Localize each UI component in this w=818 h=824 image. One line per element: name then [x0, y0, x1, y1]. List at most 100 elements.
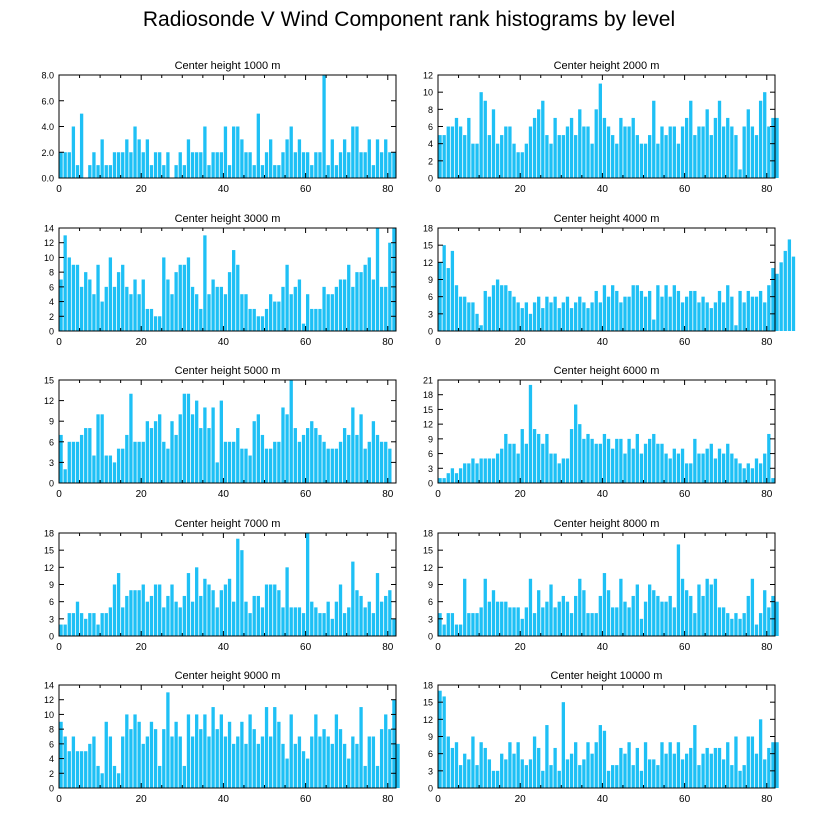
- bar: [495, 770, 500, 788]
- bar: [153, 421, 158, 483]
- bar: [668, 126, 672, 178]
- y-tick-label: 0: [49, 632, 54, 642]
- y-tick-label: 2: [428, 156, 433, 166]
- bar: [635, 285, 639, 331]
- bar: [289, 126, 293, 178]
- bar: [709, 753, 713, 788]
- bar: [388, 448, 392, 483]
- bar: [693, 438, 697, 483]
- bar: [520, 618, 524, 636]
- bar: [121, 264, 125, 331]
- bar: [379, 729, 384, 788]
- bar: [672, 448, 676, 483]
- bar: [174, 601, 178, 636]
- bar: [487, 135, 492, 178]
- bar: [627, 742, 631, 788]
- bar: [590, 753, 594, 788]
- bar: [582, 438, 586, 483]
- bar: [355, 743, 359, 788]
- bar: [182, 595, 186, 636]
- bar: [149, 428, 154, 483]
- bar: [479, 92, 483, 178]
- bar: [273, 301, 277, 331]
- bar: [648, 584, 652, 636]
- bar: [750, 468, 755, 483]
- y-tick-label: 9: [428, 732, 433, 742]
- bar: [162, 607, 166, 636]
- bar: [767, 747, 771, 788]
- bar: [195, 294, 199, 331]
- x-tick-label: 20: [136, 642, 148, 653]
- bar: [668, 742, 672, 788]
- bar: [149, 595, 154, 636]
- bar: [334, 286, 339, 331]
- bar: [351, 561, 355, 636]
- bar: [565, 601, 570, 636]
- bar: [264, 448, 269, 483]
- bar: [141, 743, 145, 788]
- bar: [512, 443, 516, 483]
- bar: [643, 296, 648, 331]
- bar: [162, 257, 166, 331]
- bar: [467, 117, 471, 178]
- bar: [244, 601, 248, 636]
- bar: [643, 601, 648, 636]
- bar: [508, 607, 512, 636]
- bar: [301, 751, 306, 788]
- bar: [301, 613, 306, 636]
- bar: [297, 279, 302, 331]
- y-tick-label: 9: [428, 434, 433, 444]
- bar: [701, 296, 705, 331]
- y-tick-label: 2: [49, 769, 54, 779]
- bar: [322, 441, 326, 483]
- histogram-panel-9: Center height 9000 m 0 20 40 60 80 0 2 4 6 8 10 12 14: [44, 670, 400, 805]
- bar: [693, 290, 697, 331]
- bar: [541, 607, 545, 636]
- bar: [252, 165, 256, 179]
- bar: [75, 751, 80, 788]
- bar: [359, 707, 363, 788]
- bar: [260, 165, 265, 179]
- bar: [594, 613, 598, 636]
- y-tick-label: 14: [44, 224, 54, 234]
- x-tick-label: 80: [761, 642, 773, 653]
- y-tick-label: 3: [49, 458, 54, 468]
- bar: [108, 455, 113, 483]
- bar: [145, 308, 150, 331]
- bar: [342, 279, 347, 331]
- bar: [487, 601, 492, 636]
- bar: [508, 290, 512, 331]
- bar: [67, 152, 71, 178]
- y-tick-label: 12: [423, 563, 433, 573]
- bar: [528, 759, 533, 788]
- bar: [330, 618, 334, 636]
- bar: [84, 618, 88, 636]
- bar: [594, 109, 598, 178]
- bar: [471, 302, 475, 331]
- y-tick-label: 3: [49, 614, 54, 624]
- bar: [528, 126, 533, 178]
- bar: [330, 448, 334, 483]
- histogram-panel-4: Center height 4000 m 0 20 40 60 80 0 3 6 9 12 15 18: [423, 213, 796, 348]
- bar: [100, 139, 104, 179]
- bar: [442, 478, 446, 483]
- bar: [334, 448, 339, 483]
- bar: [639, 143, 644, 178]
- panel-title: Center height 4000 m: [554, 213, 660, 225]
- bar: [96, 624, 100, 636]
- bar: [623, 601, 627, 636]
- bar: [334, 601, 339, 636]
- bar: [363, 448, 367, 483]
- bar: [742, 302, 746, 331]
- bar: [549, 302, 553, 331]
- bar: [746, 595, 750, 636]
- bar: [166, 692, 170, 788]
- bar: [643, 443, 648, 483]
- x-tick-label: 0: [56, 642, 62, 653]
- bar: [137, 441, 141, 483]
- x-tick-label: 60: [679, 642, 691, 653]
- bar: [458, 765, 463, 788]
- bar: [569, 613, 574, 636]
- bar: [590, 143, 594, 178]
- bar: [590, 613, 594, 636]
